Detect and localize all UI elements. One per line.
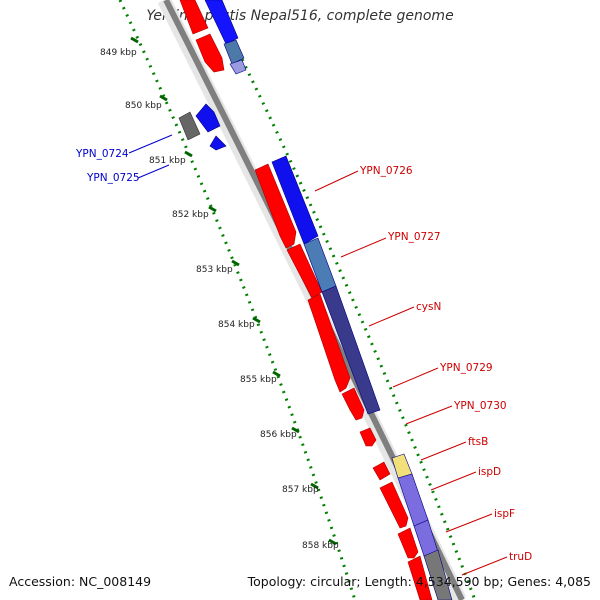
feature-cds-ypn0726-rev xyxy=(271,155,319,245)
feature-cds-trud xyxy=(407,555,433,600)
label-lines xyxy=(128,134,508,576)
line-ispd xyxy=(430,471,477,491)
feature-cds-cysn xyxy=(307,293,351,393)
major-ticks xyxy=(130,36,337,546)
gene-label-ypn0730: YPN_0730 xyxy=(453,400,507,412)
line-ypn0725 xyxy=(137,164,170,179)
gene-label-ispf: ispF xyxy=(494,508,515,520)
feature-cds-ypn0725 xyxy=(209,135,227,151)
scale-label-850: 850 kbp xyxy=(125,101,162,111)
feature-pseudo-ypn0724 xyxy=(178,111,201,141)
genome-info: Topology: circular; Length: 4,534,590 bp… xyxy=(247,574,591,589)
feature-cds-ispf xyxy=(397,527,419,559)
gene-label-ypn0727: YPN_0727 xyxy=(387,231,441,243)
line-ypn0727 xyxy=(340,237,387,258)
scale-label-852: 852 kbp xyxy=(172,210,209,220)
feature-cds-ypn0730 xyxy=(359,427,377,447)
feature-cds-top-steel xyxy=(223,39,245,65)
line-trud xyxy=(461,556,508,576)
feature-cds-ypn0726 xyxy=(254,163,297,249)
gene-label-cysn: cysN xyxy=(416,301,441,313)
feature-cds-ypn0729 xyxy=(341,387,365,421)
scale-label-851: 851 kbp xyxy=(149,156,186,166)
line-ftsb xyxy=(420,441,467,461)
scale-labels: 849 kbp 850 kbp 851 kbp 852 kbp 853 kbp … xyxy=(100,48,339,551)
feature-cds-gray-bottom xyxy=(423,549,453,600)
line-ypn0726 xyxy=(314,170,359,192)
reverse-cds-features xyxy=(204,0,453,600)
line-ispf xyxy=(445,513,493,533)
line-cysn xyxy=(368,306,415,327)
feature-cds-ftsb xyxy=(372,461,391,481)
scale-label-858: 858 kbp xyxy=(302,541,339,551)
line-ypn0729 xyxy=(392,367,439,388)
scale-label-857: 857 kbp xyxy=(282,485,319,495)
gene-label-ypn0724: YPN_0724 xyxy=(75,148,129,160)
scale-label-854: 854 kbp xyxy=(218,320,255,330)
gene-label-ypn0729: YPN_0729 xyxy=(439,362,493,374)
feature-cds-top-blue xyxy=(204,0,239,45)
feature-cds-top-2 xyxy=(195,33,225,73)
gene-label-ypn0725: YPN_0725 xyxy=(86,172,140,184)
accession-label: Accession: NC_008149 xyxy=(9,574,152,589)
scale-label-855: 855 kbp xyxy=(240,375,277,385)
line-ypn0730 xyxy=(405,405,453,425)
gene-labels: YPN_0724 YPN_0725 YPN_0726 YPN_0727 cysN… xyxy=(75,148,532,563)
feature-cds-ispd xyxy=(379,481,409,529)
gene-label-trud: truD xyxy=(509,551,532,563)
scale-label-856: 856 kbp xyxy=(260,430,297,440)
feature-cds-top-1 xyxy=(179,0,209,35)
feature-cds-cysn-rev xyxy=(321,285,381,415)
line-ypn0724 xyxy=(128,134,173,154)
gene-label-ftsb: ftsB xyxy=(468,436,488,448)
gene-label-ispd: ispD xyxy=(478,466,501,478)
scale-label-853: 853 kbp xyxy=(196,265,233,275)
gene-label-ypn0726: YPN_0726 xyxy=(359,165,413,177)
inner-features xyxy=(178,103,227,151)
outer-tick-arc xyxy=(233,44,477,600)
feature-cds-ypn0724 xyxy=(195,103,221,133)
forward-cds-features xyxy=(179,0,433,600)
scale-label-849: 849 kbp xyxy=(100,48,137,58)
feature-cds-top-lavender xyxy=(229,59,247,75)
